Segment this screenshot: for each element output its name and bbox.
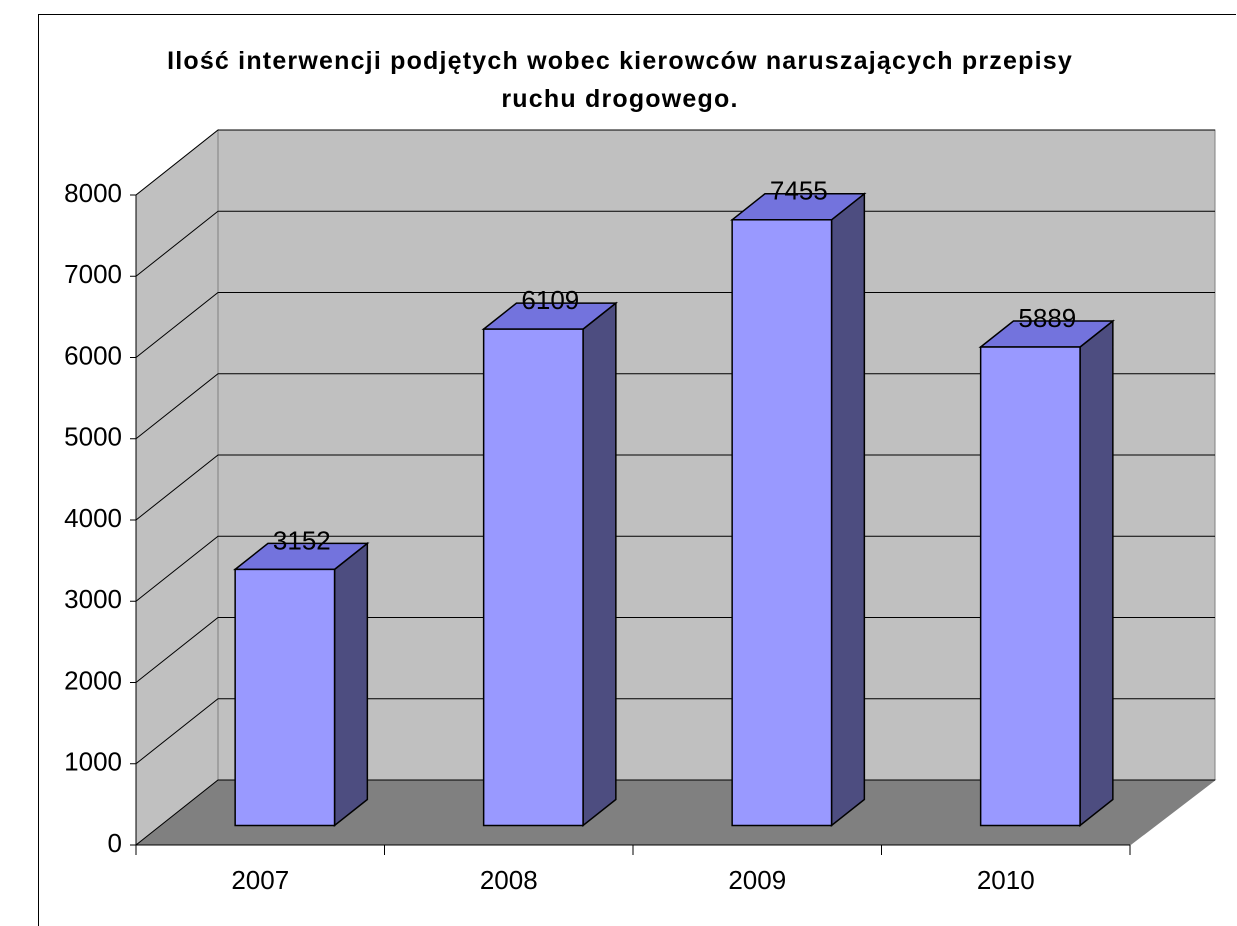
bar-side — [333, 541, 369, 828]
grid-line — [135, 535, 1215, 602]
y-tick-label: 7000 — [64, 259, 122, 289]
y-tick-label: 0 — [108, 828, 122, 858]
value-label: 3152 — [273, 525, 331, 555]
y-tick-label: 2000 — [64, 665, 122, 695]
grid-line — [135, 210, 1215, 277]
x-tick-label: 2007 — [231, 865, 289, 895]
bar-side — [582, 301, 617, 828]
bar-side — [1079, 319, 1114, 828]
y-tick-label: 1000 — [64, 747, 122, 777]
value-label: 5889 — [1018, 303, 1076, 333]
bar-side — [830, 192, 866, 828]
y-tick-label: 6000 — [64, 340, 122, 370]
grid-line — [135, 292, 1215, 358]
y-tick-label: 3000 — [64, 584, 122, 614]
grid-line — [135, 454, 1215, 521]
bar — [731, 219, 833, 827]
bar — [482, 328, 584, 827]
value-label: 7455 — [770, 176, 828, 206]
grid-line — [135, 617, 1215, 683]
bar — [979, 346, 1081, 827]
bar — [234, 568, 336, 827]
y-tick-label: 4000 — [64, 503, 122, 533]
x-tick-label: 2009 — [728, 865, 786, 895]
x-tick-label: 2010 — [977, 865, 1035, 895]
grid-line — [135, 373, 1215, 440]
value-label: 6109 — [521, 285, 579, 315]
x-tick-label: 2008 — [480, 865, 538, 895]
y-tick-label: 5000 — [64, 422, 122, 452]
chart-border — [38, 14, 1236, 926]
chart-title: Ilość interwencji podjętych wobec kierow… — [167, 47, 1073, 113]
grid-line — [135, 779, 1215, 846]
y-tick-label: 8000 — [64, 178, 122, 208]
grid-line — [135, 698, 1215, 765]
grid-line — [135, 129, 1215, 196]
